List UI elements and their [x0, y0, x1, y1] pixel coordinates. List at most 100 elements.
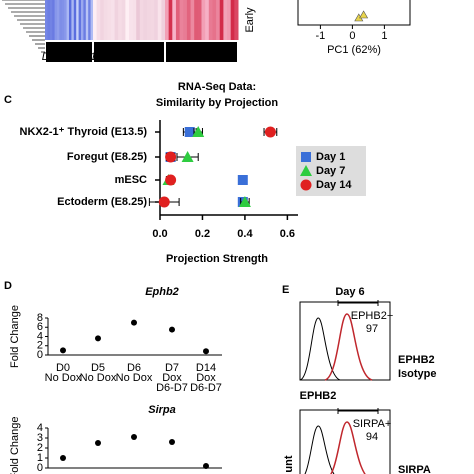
x-tick-label: 0 — [349, 30, 355, 42]
gate-label: SIRPA+ — [353, 418, 392, 430]
heatmap-cell — [88, 0, 92, 40]
gate — [337, 408, 379, 414]
point — [203, 463, 209, 469]
gate-label: EPHB2+ — [351, 310, 394, 322]
heatmap-cell — [172, 0, 177, 40]
column-box — [166, 42, 237, 62]
y-tick-label: 1 — [37, 452, 43, 464]
heatmap-cell — [165, 0, 170, 40]
heatmap-cell — [139, 0, 144, 40]
heatmap-cell — [121, 0, 126, 40]
x-tick-label: 0.2 — [195, 228, 210, 240]
marker — [300, 165, 312, 176]
marker — [264, 126, 276, 138]
x-tick-label: Dox — [196, 372, 216, 384]
x-tick-label: D7 — [165, 362, 179, 374]
plot-frame — [299, 409, 391, 474]
heatmap-cell — [208, 0, 213, 40]
heatmap-cell — [179, 0, 184, 40]
y-axis-label: Fold Change — [9, 417, 21, 474]
x-tick-label: D6-D7 — [190, 382, 222, 394]
legend-label: Isotype — [398, 368, 437, 380]
column-sublabel: Dox D0-D1 — [42, 51, 96, 63]
gate-percent: 97 — [366, 323, 378, 335]
marker — [181, 151, 194, 162]
chart-title: Sirpa — [148, 404, 176, 416]
marker — [300, 179, 312, 191]
y-tick-label: 0 — [37, 349, 43, 361]
y-tick-label: 4 — [37, 422, 43, 434]
x-tick-label: 0.4 — [237, 228, 253, 240]
legend-label: EPHB2 — [398, 354, 435, 366]
panel-letter: C — [4, 94, 12, 106]
heatmap-cell — [59, 0, 63, 40]
heatmap-cell — [223, 0, 228, 40]
y-tick-label: 0 — [37, 462, 43, 474]
marker — [301, 152, 311, 162]
heatmap-cell — [147, 0, 152, 40]
column-sublabel: Dox D6-D7 — [174, 51, 229, 63]
legend-label: Day 7 — [316, 165, 345, 177]
heatmap-cell — [219, 0, 224, 40]
isotype-curve — [304, 425, 335, 474]
y-tick-label: 2 — [37, 340, 43, 352]
heatmap-cell — [96, 0, 101, 40]
heatmap-cell — [103, 0, 108, 40]
point — [131, 434, 137, 440]
heatmap-cell — [154, 0, 159, 40]
column-box — [46, 42, 92, 62]
point — [131, 319, 137, 326]
marker — [158, 196, 170, 208]
heatmap-cell — [57, 0, 60, 40]
heatmap-cell — [93, 0, 98, 40]
heatmap-cell — [76, 0, 80, 40]
x-axis-label: Projection Strength — [166, 253, 268, 265]
stain-curve — [329, 421, 367, 474]
heatmap-cell — [49, 0, 53, 40]
marker — [237, 175, 248, 185]
heatmap-cell — [73, 0, 77, 40]
category-label: NKX2-1⁺ Thyroid (E13.5) — [20, 126, 148, 138]
y-axis-label: Fold Change — [9, 305, 21, 368]
heatmap-cell — [194, 0, 199, 40]
point — [95, 335, 101, 342]
heatmap-cell — [143, 0, 148, 40]
x-tick-label: No Dox — [45, 372, 82, 384]
x-axis-label: PC1 (62%) — [327, 44, 381, 56]
heatmap-cell — [81, 0, 84, 40]
y-tick-label: 6 — [37, 321, 43, 333]
heatmap-cell — [175, 0, 181, 40]
heatmap-cell — [161, 0, 166, 40]
heatmap-cell — [85, 0, 89, 40]
heatmap-cell — [111, 0, 116, 40]
heatmap-cell — [150, 0, 155, 40]
heatmap-cell — [52, 0, 56, 40]
heatmap-cell — [205, 0, 210, 40]
y-tick-label: 4 — [37, 330, 43, 342]
marker — [165, 151, 177, 163]
chart-title: RNA-Seq Data: — [178, 81, 256, 93]
heatmap-cell — [54, 0, 58, 40]
y-tick-label: 2 — [37, 442, 43, 454]
stain-curve — [324, 313, 373, 381]
point — [169, 326, 175, 333]
heatmap-cell — [190, 0, 195, 40]
y-tick-label: 8 — [37, 312, 43, 324]
heatmap-cell — [47, 0, 51, 40]
category-label: mESC — [115, 174, 147, 186]
column-sublabel: Dox D6-D7 — [102, 51, 157, 63]
x-axis-label: EPHB2 — [300, 390, 337, 402]
heatmap-cell — [64, 0, 68, 40]
heatmap-cell — [118, 0, 123, 40]
x-tick-label: D0 — [56, 362, 70, 374]
plot-frame — [299, 301, 391, 381]
heatmap-cell — [100, 0, 105, 40]
heatmap-cell — [125, 0, 130, 40]
marker — [192, 126, 205, 137]
x-tick-label: -1 — [316, 30, 326, 42]
x-tick-label: No Dox — [80, 372, 117, 384]
heatmap-cell — [157, 0, 162, 40]
heatmap-cell — [212, 0, 217, 40]
heatmap-cell — [71, 0, 75, 40]
marker — [238, 196, 251, 207]
